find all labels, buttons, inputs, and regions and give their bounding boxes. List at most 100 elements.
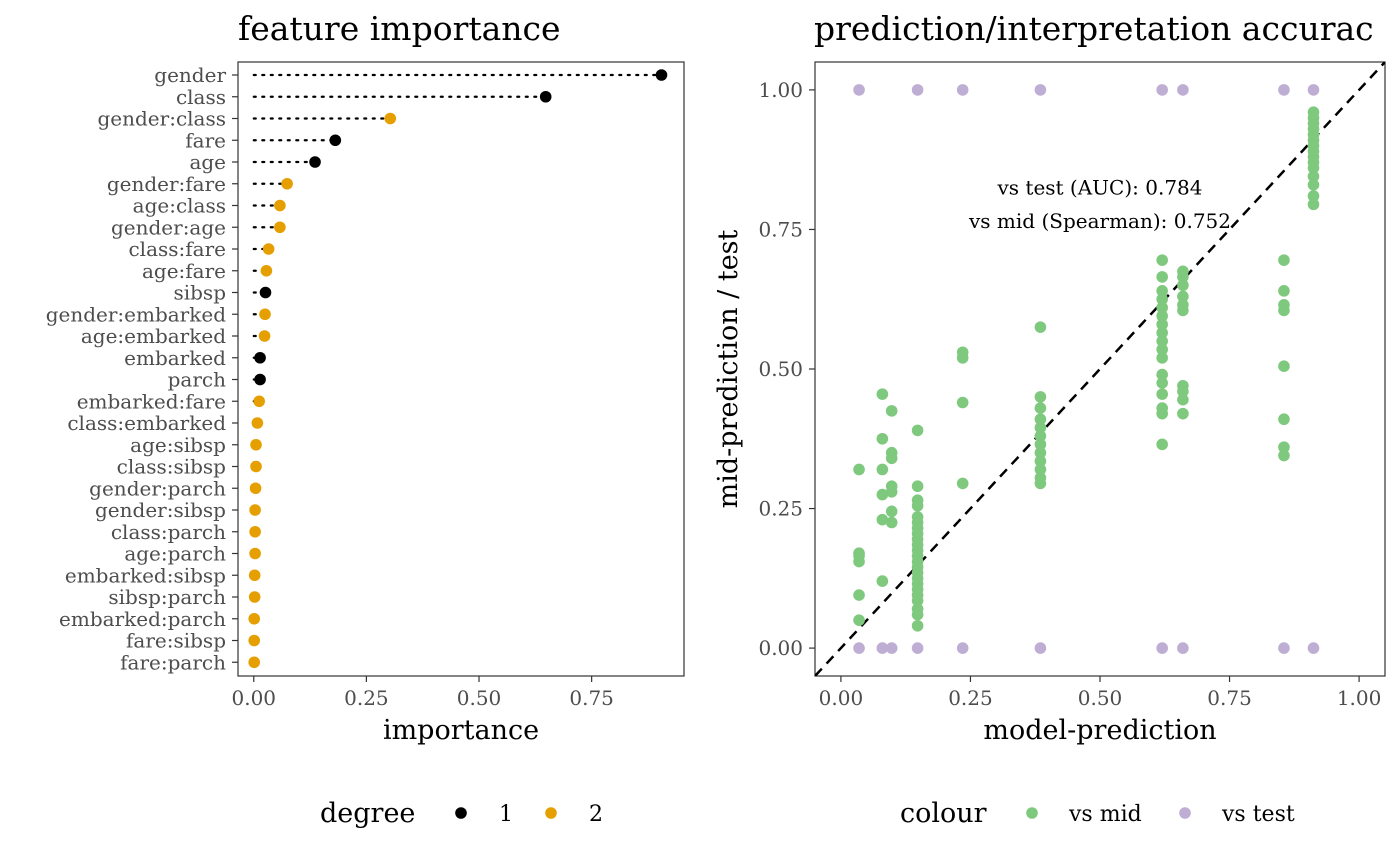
importance-point [250,438,262,451]
accuracy-x-ticks: 0.00 0.25 0.50 0.75 1.00 [819,676,1381,710]
importance-point [329,134,342,147]
vs-mid-point [1278,304,1290,317]
legend-label: 2 [589,802,603,827]
vs-mid-point [911,619,924,632]
importance-point [258,330,271,342]
vs-mid-point [876,513,889,526]
vs-test-point [1278,642,1290,654]
vs-mid-point [1177,385,1189,398]
vs-mid-point [1278,413,1290,426]
vs-test-point [853,84,865,96]
vs-mid-point [1034,402,1047,414]
vs-mid-point [1034,455,1047,467]
feature-label: gender:embarked [46,302,227,326]
vs-mid-point [1034,321,1047,333]
vs-mid-point [1034,391,1047,403]
vs-mid-point [1156,301,1168,314]
vs-test-point [1034,642,1047,654]
vs-test-point [1034,84,1047,96]
vs-mid-point [911,499,924,512]
importance-point [248,612,261,625]
importance-plot-border [237,61,685,677]
legend-label: vs mid [1068,802,1142,827]
vs-mid-point [1177,407,1189,420]
degree-legend: degree 1 2 [320,798,603,829]
vs-mid-point [1177,393,1189,406]
vs-mid-point [911,424,924,437]
importance-point [254,373,266,386]
vs-mid-point [853,463,865,476]
vs-test-point [911,84,924,96]
vs-mid-point [1034,421,1047,434]
vs-mid-point [1307,179,1320,191]
feature-label: class:sibsp [117,455,226,479]
x-tick-label: 0.50 [1078,686,1123,710]
vs-mid-point [1177,290,1189,303]
vs-test-point [1156,642,1168,654]
vs-mid-point [1156,310,1168,322]
y-tick-label: 0.50 [758,357,803,381]
vs-mid-point [885,505,898,518]
vs-mid-point [1034,463,1047,476]
accuracy-y-axis-title: mid-prediction / test [713,229,744,508]
accuracy-title: prediction/interpretation accurac [814,9,1374,48]
feature-label: sibsp:parch [108,585,226,609]
vs-mid-point [1156,343,1168,356]
feature-label: embarked:sibsp [65,563,226,587]
vs-mid-point [876,488,889,501]
feature-label: age:parch [124,542,226,566]
vs-test-point [1156,84,1168,96]
importance-point [249,482,262,495]
legend-key [545,807,557,819]
accuracy-annotation: vs mid (Spearman): 0.752 [968,209,1231,233]
feature-label: gender:fare [107,172,226,196]
vs-mid-point [1156,326,1168,339]
vs-mid-point [1034,446,1047,459]
vs-mid-point [1278,449,1290,462]
importance-points [248,69,668,669]
vs-test-point [1278,84,1290,96]
x-tick-label: 0.75 [569,686,614,710]
vs-mid-point [911,480,924,493]
feature-label: embarked:parch [59,607,226,631]
vs-mid-point [1156,407,1168,420]
importance-point [539,90,552,103]
feature-label: parch [168,368,226,392]
importance-point [309,156,321,168]
vs-test-point [885,642,898,654]
vs-test-point [1307,84,1320,96]
importance-point [248,591,261,603]
importance-point [281,177,293,190]
vs-mid-point [1177,279,1189,292]
vs-mid-point [1156,254,1168,266]
vs-mid-point [885,405,898,417]
vs-mid-point [1278,285,1290,297]
accuracy-panel: prediction/interpretation accurac vs tes… [713,9,1386,829]
vs-mid-point [1307,190,1320,202]
vs-mid-point [1156,377,1168,389]
vs-mid-point [853,555,865,568]
vs-mid-point [1307,162,1320,174]
vs-mid-point [1034,413,1047,426]
vs-test-point [956,84,969,96]
vs-test-point [1177,84,1189,96]
vs-mid-point [1156,438,1168,451]
feature-label: gender:sibsp [95,498,226,522]
x-tick-label: 0.50 [457,686,502,710]
x-tick-label: 0.75 [1207,686,1252,710]
importance-x-axis-title: importance [383,715,539,746]
vs-mid-point [1156,388,1168,400]
importance-point [248,569,261,582]
importance-point [274,199,286,212]
vs-mid-point [1278,360,1290,373]
importance-point [249,547,261,560]
vs-test-point [1177,642,1189,654]
x-tick-label: 0.00 [819,686,864,710]
legend-key [1179,807,1191,819]
vs-mid-point [1278,254,1290,266]
legend-key [1026,807,1038,819]
legend-label: 1 [499,802,513,827]
vs-mid-point [885,452,898,465]
vs-test-point [853,642,865,654]
legend-key [455,807,467,819]
